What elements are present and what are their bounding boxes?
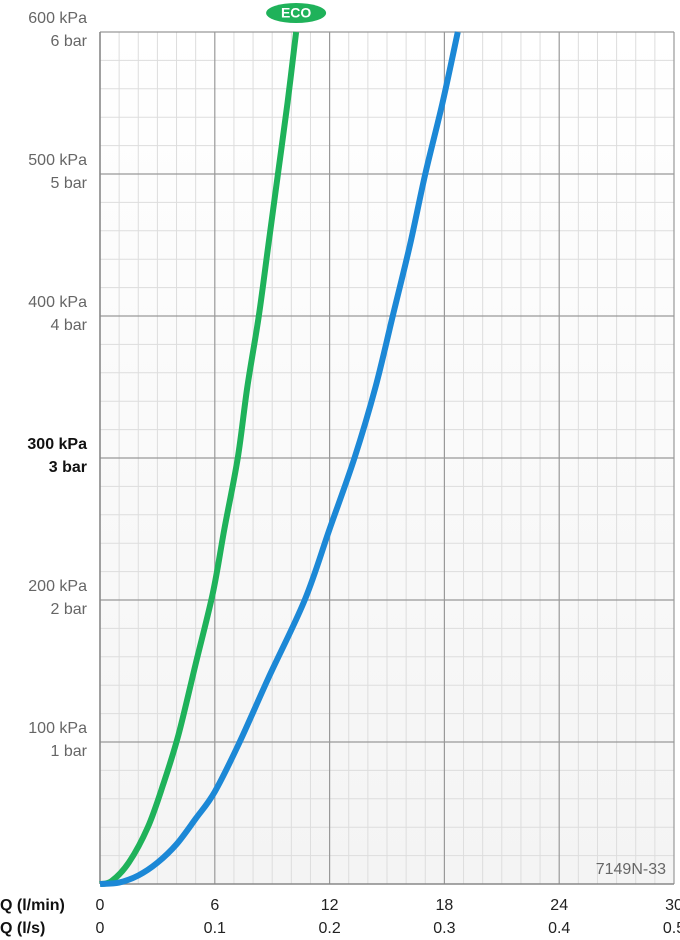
y-tick-label: 400 kPa [28,294,87,311]
series-line [99,31,300,887]
x2-tick-label: 0.4 [548,920,570,937]
y2-tick-label: 5 bar [51,175,88,192]
x-tick-label: 0 [96,897,105,914]
x2-tick-label: 0.2 [318,920,340,937]
legend-badge: ECO [266,3,327,23]
x2-axis-title: Q (l/s) [0,920,45,937]
x2-tick-label: 0.5 [663,920,680,937]
y-tick-label: 600 kPa [28,10,87,27]
x2-tick-label: 0 [96,920,105,937]
x2-tick-label: 0.3 [433,920,455,937]
series-line [99,31,461,887]
x-tick-label: 12 [321,897,339,914]
y-tick-label: 300 kPa [27,436,87,453]
y-tick-label: 100 kPa [28,720,87,737]
y-tick-label: 200 kPa [28,578,87,595]
legend-label: ECO [281,5,311,21]
x2-tick-label: 0.1 [204,920,226,937]
x-tick-label: 24 [550,897,568,914]
y2-tick-label: 1 bar [51,743,88,760]
x-tick-label: 18 [436,897,454,914]
y2-tick-label: 3 bar [49,459,87,476]
x-axis-title: Q (l/min) [0,897,65,914]
annotation: 7149N-33 [596,861,666,878]
legend-swatch [266,3,327,23]
y2-tick-label: 6 bar [51,33,88,50]
y2-tick-label: 2 bar [51,601,88,618]
y2-tick-label: 4 bar [51,317,88,334]
x-tick-label: 6 [210,897,219,914]
y-tick-label: 500 kPa [28,152,87,169]
x-tick-label: 30 [665,897,680,914]
